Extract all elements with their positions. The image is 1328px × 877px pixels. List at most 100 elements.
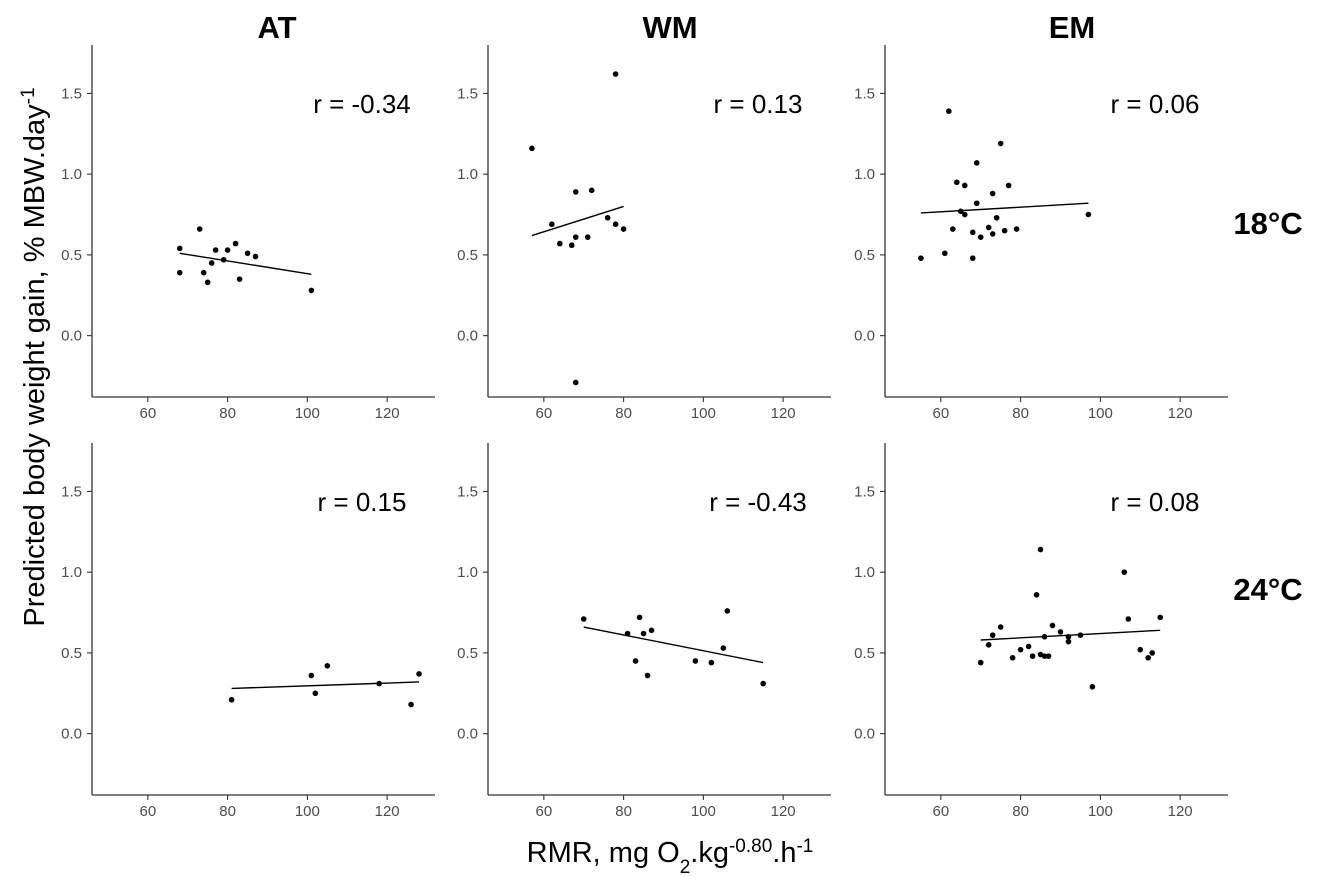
y-tick-label: 1.5 (61, 85, 82, 102)
data-point (1001, 227, 1008, 234)
panel-em-24c: 0.0 0.5 1.0 1.5 60 80 100 120 r = 0.08 (854, 443, 1228, 820)
data-point (644, 672, 651, 679)
x-axis-label-main: RMR, mg O (527, 837, 680, 869)
column-title-at: AT (257, 10, 296, 45)
y-tick-label: 0.5 (61, 645, 82, 662)
data-point (760, 680, 766, 687)
data-point (1077, 632, 1084, 638)
y-tick-label: 1.0 (457, 564, 478, 581)
data-point (1025, 643, 1032, 650)
data-point (572, 234, 579, 240)
x-tick-label: 120 (1168, 803, 1193, 820)
x-tick-label: 80 (219, 405, 236, 422)
x-tick-label: 120 (771, 803, 796, 820)
y-tick-label: 0.5 (61, 247, 82, 264)
data-point (950, 226, 956, 232)
data-point (942, 250, 948, 257)
data-point (977, 234, 984, 240)
y-tick-label: 1.0 (457, 166, 478, 183)
data-point (236, 276, 243, 282)
data-point (308, 287, 315, 294)
data-point (324, 663, 331, 669)
data-point (1029, 653, 1036, 659)
data-point (556, 240, 563, 247)
column-title-em: EM (1049, 10, 1096, 45)
correlation-label: r = 0.13 (714, 89, 803, 119)
regression-line (531, 205, 624, 237)
data-point (252, 253, 259, 260)
data-point (724, 608, 731, 614)
data-point (997, 624, 1004, 630)
data-point (1145, 654, 1152, 661)
regression-line (583, 626, 764, 664)
correlation-label: r = 0.06 (1111, 89, 1200, 119)
data-point (224, 247, 231, 253)
data-point (953, 179, 960, 186)
x-tick-label: 100 (1088, 803, 1113, 820)
data-point (1041, 633, 1048, 640)
data-point (176, 245, 183, 252)
regression-line (920, 202, 1089, 214)
panel-wm-18c: 0.0 0.5 1.0 1.5 60 80 100 120 r = 0.13 (457, 45, 831, 422)
data-point (708, 659, 715, 666)
data-point (568, 242, 575, 249)
correlation-label: r = -0.34 (313, 89, 411, 119)
x-axis-label-kg: .kg (690, 837, 729, 869)
data-point (918, 255, 924, 261)
x-tick-label: 100 (295, 405, 320, 422)
data-point (1009, 654, 1016, 661)
correlation-label: r = 0.08 (1111, 487, 1200, 517)
x-tick-label: 120 (1168, 405, 1193, 422)
data-point (1065, 638, 1072, 645)
data-point (969, 229, 976, 236)
data-point (200, 269, 207, 276)
data-point (549, 221, 555, 228)
data-point (620, 226, 627, 232)
data-point (997, 140, 1004, 147)
x-tick-label: 120 (375, 803, 400, 820)
data-point (946, 108, 952, 115)
data-point (1041, 653, 1048, 659)
data-point (961, 211, 968, 218)
y-tick-label: 1.5 (854, 483, 875, 500)
data-point (961, 182, 968, 189)
data-point (584, 234, 591, 240)
x-axis-label-subscript: 2 (680, 857, 691, 877)
data-point (632, 658, 639, 664)
x-tick-label: 120 (375, 405, 400, 422)
row-label-18c: 18°C (1233, 206, 1302, 241)
data-point (588, 187, 595, 194)
data-point (1017, 646, 1024, 653)
x-axis-label-h: .h (772, 837, 796, 869)
y-tick-label: 0.5 (457, 247, 478, 264)
y-tick-label: 0.0 (61, 328, 82, 345)
x-tick-label: 80 (1012, 405, 1029, 422)
data-point (1137, 646, 1144, 653)
data-point (1033, 591, 1040, 598)
data-point (973, 160, 980, 166)
row-labels: 18°C 24°C (1233, 206, 1302, 607)
data-point (208, 260, 215, 266)
data-point (985, 642, 992, 648)
y-tick-label: 1.5 (457, 85, 478, 102)
x-axis-label-superscript-1: -0.80 (729, 836, 772, 857)
y-tick-label: 1.0 (61, 564, 82, 581)
data-point (376, 680, 382, 687)
panel-em-18c: 0.0 0.5 1.0 1.5 60 80 100 120 r = 0.06 (854, 45, 1228, 422)
data-point (408, 701, 414, 708)
x-tick-label: 60 (535, 405, 552, 422)
x-tick-label: 60 (535, 803, 552, 820)
data-point (977, 659, 984, 666)
data-point (720, 645, 727, 651)
correlation-label: r = 0.15 (318, 487, 407, 517)
data-point (1057, 629, 1064, 635)
y-tick-label: 1.5 (61, 483, 82, 500)
data-point (612, 221, 619, 228)
data-point (572, 189, 579, 195)
data-point (1049, 622, 1056, 629)
data-point (1085, 211, 1092, 218)
data-point (1149, 650, 1156, 656)
panel-at-18c: 0.0 0.5 1.0 1.5 60 80 100 120 r = -0.34 (61, 45, 435, 422)
y-tick-label: 1.0 (61, 166, 82, 183)
